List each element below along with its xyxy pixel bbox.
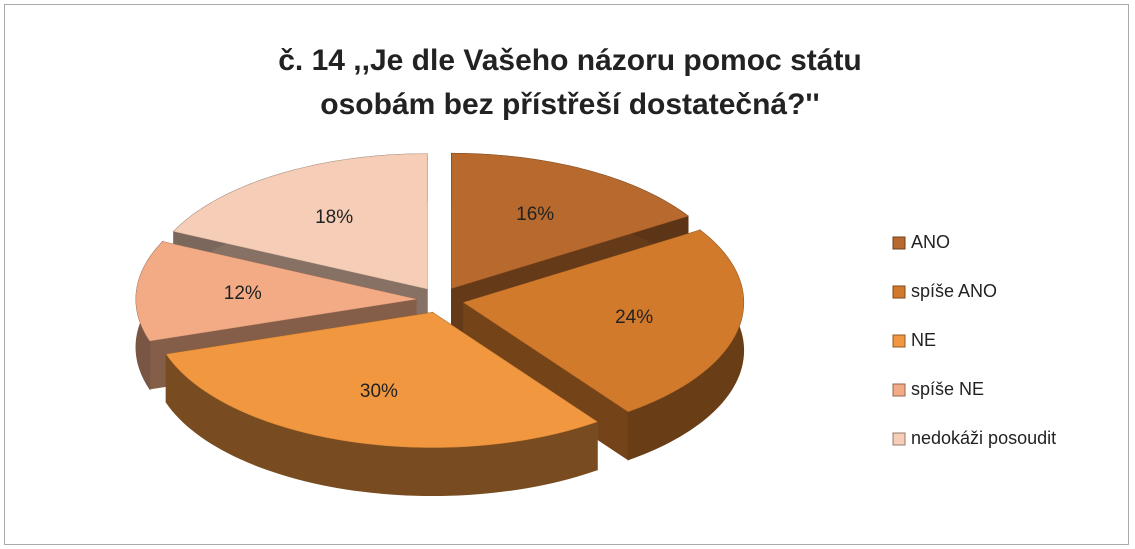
- slice-top: [135, 241, 417, 342]
- data-label: 16%: [516, 204, 554, 225]
- legend-swatch: [892, 334, 906, 348]
- legend-swatch: [892, 432, 906, 446]
- data-label: 12%: [224, 283, 262, 304]
- slice-top: [165, 312, 598, 448]
- slice-top: [451, 153, 689, 289]
- slice: [165, 311, 598, 497]
- legend-label: spíše ANO: [911, 281, 997, 301]
- data-label: 24%: [615, 307, 653, 328]
- chart-title: č. 14 ,,Je dle Vašeho názoru pomoc státu…: [278, 44, 862, 121]
- legend-label: ANO: [911, 232, 950, 252]
- legend-swatch: [892, 383, 906, 397]
- slice-top: [173, 153, 428, 290]
- data-label: 30%: [360, 381, 398, 402]
- legend-label: NE: [911, 330, 936, 350]
- slice-top: [462, 229, 744, 412]
- data-label: 18%: [315, 207, 353, 228]
- legend-label: nedokáži posoudit: [911, 428, 1056, 448]
- legend-swatch: [892, 236, 906, 250]
- legend-swatch: [892, 285, 906, 299]
- legend-label: spíše NE: [911, 379, 984, 399]
